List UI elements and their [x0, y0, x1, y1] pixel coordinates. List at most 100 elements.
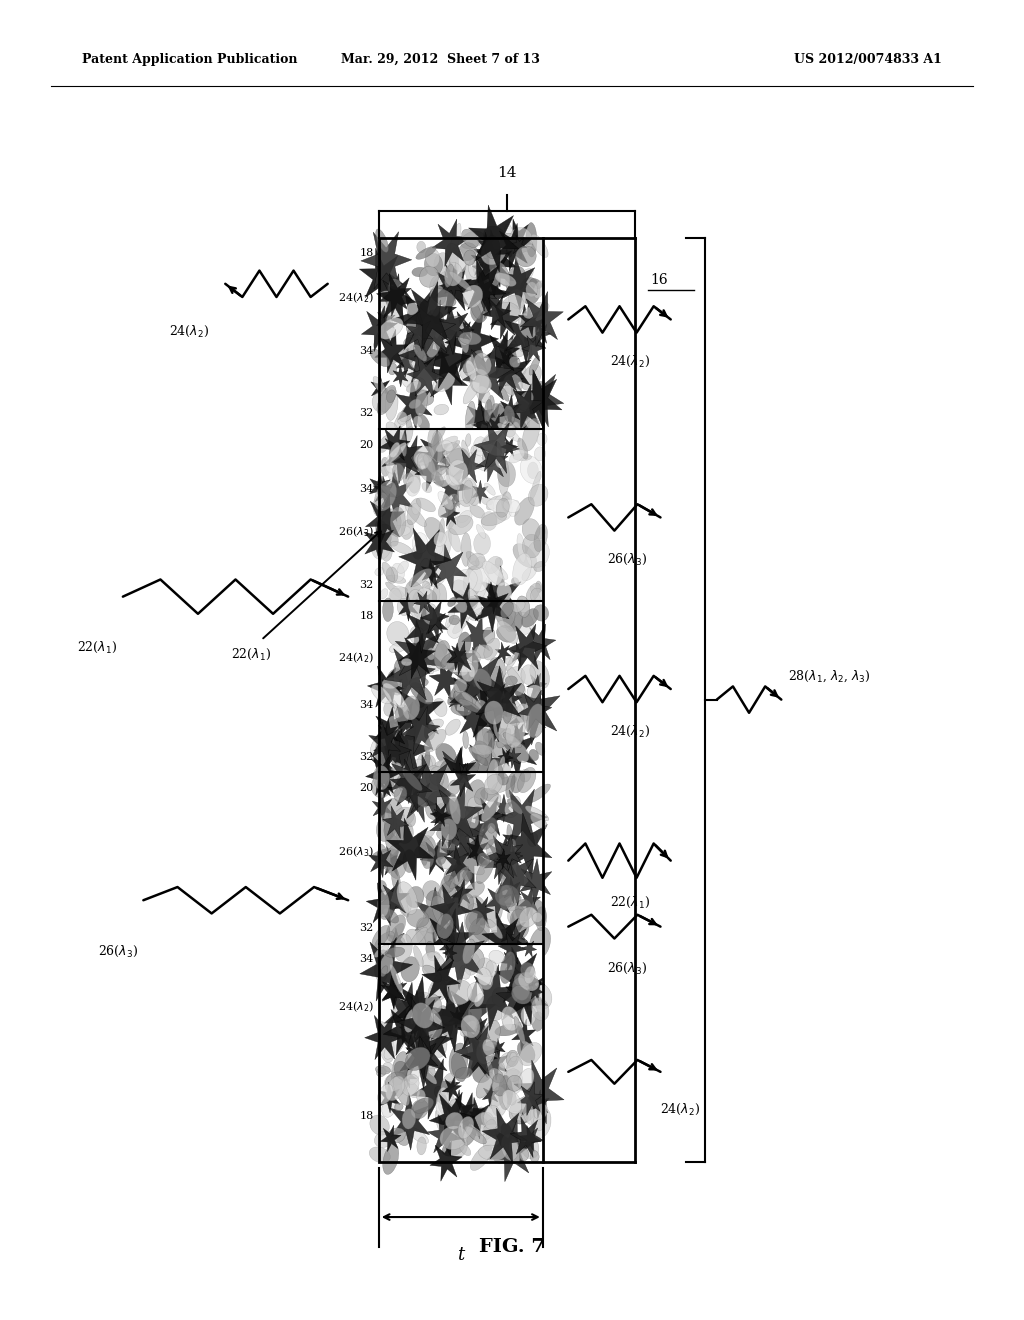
Ellipse shape: [470, 370, 489, 393]
Ellipse shape: [399, 403, 418, 422]
Ellipse shape: [397, 412, 408, 425]
Ellipse shape: [450, 223, 461, 255]
Ellipse shape: [468, 797, 481, 813]
Ellipse shape: [499, 236, 516, 251]
Ellipse shape: [395, 886, 409, 917]
Ellipse shape: [383, 682, 404, 708]
Ellipse shape: [468, 453, 489, 471]
Polygon shape: [499, 256, 537, 310]
Ellipse shape: [509, 450, 525, 463]
Polygon shape: [474, 230, 517, 286]
Polygon shape: [432, 302, 470, 355]
Ellipse shape: [433, 272, 446, 288]
Ellipse shape: [414, 945, 423, 966]
Text: 18: 18: [359, 1111, 374, 1122]
Ellipse shape: [430, 276, 445, 298]
Ellipse shape: [375, 731, 392, 754]
Ellipse shape: [497, 729, 511, 748]
Ellipse shape: [463, 363, 475, 378]
Ellipse shape: [449, 780, 460, 795]
Ellipse shape: [382, 1098, 396, 1117]
Ellipse shape: [412, 993, 432, 1012]
Ellipse shape: [406, 414, 413, 438]
Ellipse shape: [407, 319, 418, 334]
Ellipse shape: [438, 491, 454, 510]
Text: 20: 20: [359, 440, 374, 450]
Ellipse shape: [424, 722, 435, 741]
Ellipse shape: [401, 426, 413, 447]
Ellipse shape: [475, 747, 497, 770]
Polygon shape: [472, 272, 511, 318]
Ellipse shape: [417, 242, 426, 253]
Polygon shape: [379, 273, 412, 317]
Ellipse shape: [445, 1113, 463, 1129]
Ellipse shape: [413, 533, 428, 553]
Polygon shape: [393, 366, 408, 387]
Ellipse shape: [428, 952, 440, 961]
Ellipse shape: [383, 908, 398, 923]
Text: 22($\lambda_1$): 22($\lambda_1$): [609, 895, 650, 911]
Ellipse shape: [479, 817, 498, 849]
Polygon shape: [510, 643, 527, 665]
Ellipse shape: [386, 1076, 404, 1101]
Ellipse shape: [530, 983, 540, 1005]
Ellipse shape: [487, 688, 503, 708]
Ellipse shape: [512, 977, 529, 1001]
Ellipse shape: [372, 849, 396, 861]
Ellipse shape: [442, 441, 460, 454]
Ellipse shape: [392, 495, 406, 528]
Ellipse shape: [488, 729, 494, 750]
Polygon shape: [368, 667, 404, 709]
Ellipse shape: [419, 836, 436, 858]
Ellipse shape: [519, 907, 538, 928]
Ellipse shape: [483, 1125, 502, 1135]
Ellipse shape: [497, 620, 518, 643]
Ellipse shape: [496, 713, 508, 735]
Text: 24($\lambda_2$): 24($\lambda_2$): [338, 999, 374, 1014]
Ellipse shape: [520, 277, 540, 305]
Text: 34: 34: [359, 954, 374, 965]
Polygon shape: [446, 643, 466, 671]
Polygon shape: [440, 1089, 475, 1139]
Ellipse shape: [394, 1104, 403, 1111]
Polygon shape: [369, 722, 400, 766]
Polygon shape: [502, 219, 532, 259]
Polygon shape: [510, 723, 528, 746]
Polygon shape: [359, 248, 403, 305]
Polygon shape: [397, 1063, 417, 1088]
Ellipse shape: [531, 234, 548, 257]
Polygon shape: [394, 436, 429, 479]
Ellipse shape: [424, 454, 441, 477]
Ellipse shape: [449, 459, 468, 484]
Ellipse shape: [420, 919, 433, 952]
Ellipse shape: [384, 700, 397, 717]
Ellipse shape: [402, 770, 422, 791]
Ellipse shape: [443, 981, 459, 998]
Ellipse shape: [454, 678, 467, 693]
Ellipse shape: [449, 528, 461, 552]
Ellipse shape: [529, 356, 540, 375]
Ellipse shape: [455, 1068, 472, 1078]
Ellipse shape: [513, 1076, 521, 1085]
Ellipse shape: [504, 1069, 523, 1094]
Ellipse shape: [519, 1148, 528, 1160]
Ellipse shape: [488, 657, 506, 682]
Ellipse shape: [391, 587, 408, 599]
Ellipse shape: [518, 313, 537, 338]
Ellipse shape: [432, 583, 446, 609]
Ellipse shape: [386, 566, 397, 583]
Ellipse shape: [501, 602, 514, 618]
Ellipse shape: [384, 1076, 396, 1101]
Ellipse shape: [471, 300, 488, 323]
Ellipse shape: [465, 597, 477, 610]
Polygon shape: [526, 673, 547, 697]
Ellipse shape: [443, 865, 471, 888]
Polygon shape: [407, 354, 444, 397]
Polygon shape: [451, 879, 473, 908]
Ellipse shape: [427, 540, 442, 556]
Polygon shape: [389, 702, 422, 739]
Polygon shape: [518, 887, 541, 916]
Ellipse shape: [429, 1030, 446, 1057]
Ellipse shape: [438, 494, 459, 517]
Polygon shape: [375, 329, 409, 374]
